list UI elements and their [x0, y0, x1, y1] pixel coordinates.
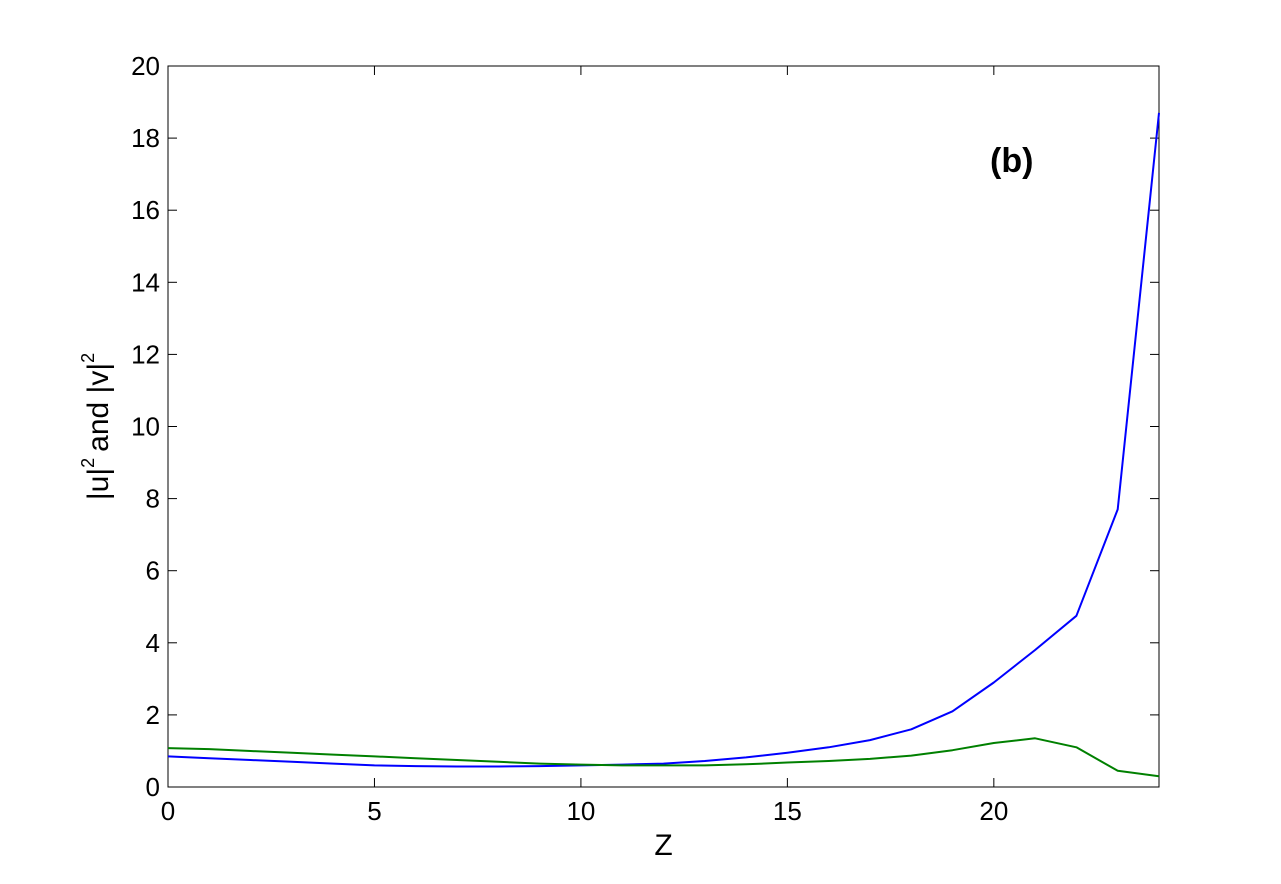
y-tick-label: 14: [131, 267, 160, 297]
y-tick-label: 20: [131, 51, 160, 81]
x-tick-label: 5: [367, 796, 381, 826]
axis-ticks: 0 5 10 15 20 0 2 4 6 8 10 12 14 16 18 20: [131, 51, 1159, 826]
y-tick-label: 18: [131, 123, 160, 153]
x-tick-label: 20: [979, 796, 1008, 826]
y-tick-label: 6: [146, 556, 160, 586]
x-axis-label: Z: [654, 829, 672, 862]
x-tick-label: 15: [773, 796, 802, 826]
y-tick-label: 16: [131, 195, 160, 225]
y-tick-label: 2: [146, 700, 160, 730]
y-axis-label: |u|2and |v|2: [78, 353, 115, 500]
y-tick-label: 10: [131, 412, 160, 442]
y-axis-label-superscript-2: 2: [78, 353, 98, 363]
y-tick-label: 8: [146, 484, 160, 514]
y-tick-label: 0: [146, 772, 160, 802]
y-axis-label-part-2: and |v|: [82, 363, 115, 452]
panel-annotation: (b): [990, 142, 1033, 180]
series-line-1: [167, 112, 1160, 768]
x-tick-label: 0: [161, 796, 175, 826]
y-tick-label: 12: [131, 339, 160, 369]
y-tick-label: 4: [146, 628, 160, 658]
series-layer: [167, 112, 1160, 778]
x-tick-label: 10: [566, 796, 595, 826]
series-line-2: [167, 737, 1160, 778]
y-axis-label-part-1: |u|: [82, 468, 115, 500]
y-axis-label-superscript-1: 2: [78, 458, 98, 468]
